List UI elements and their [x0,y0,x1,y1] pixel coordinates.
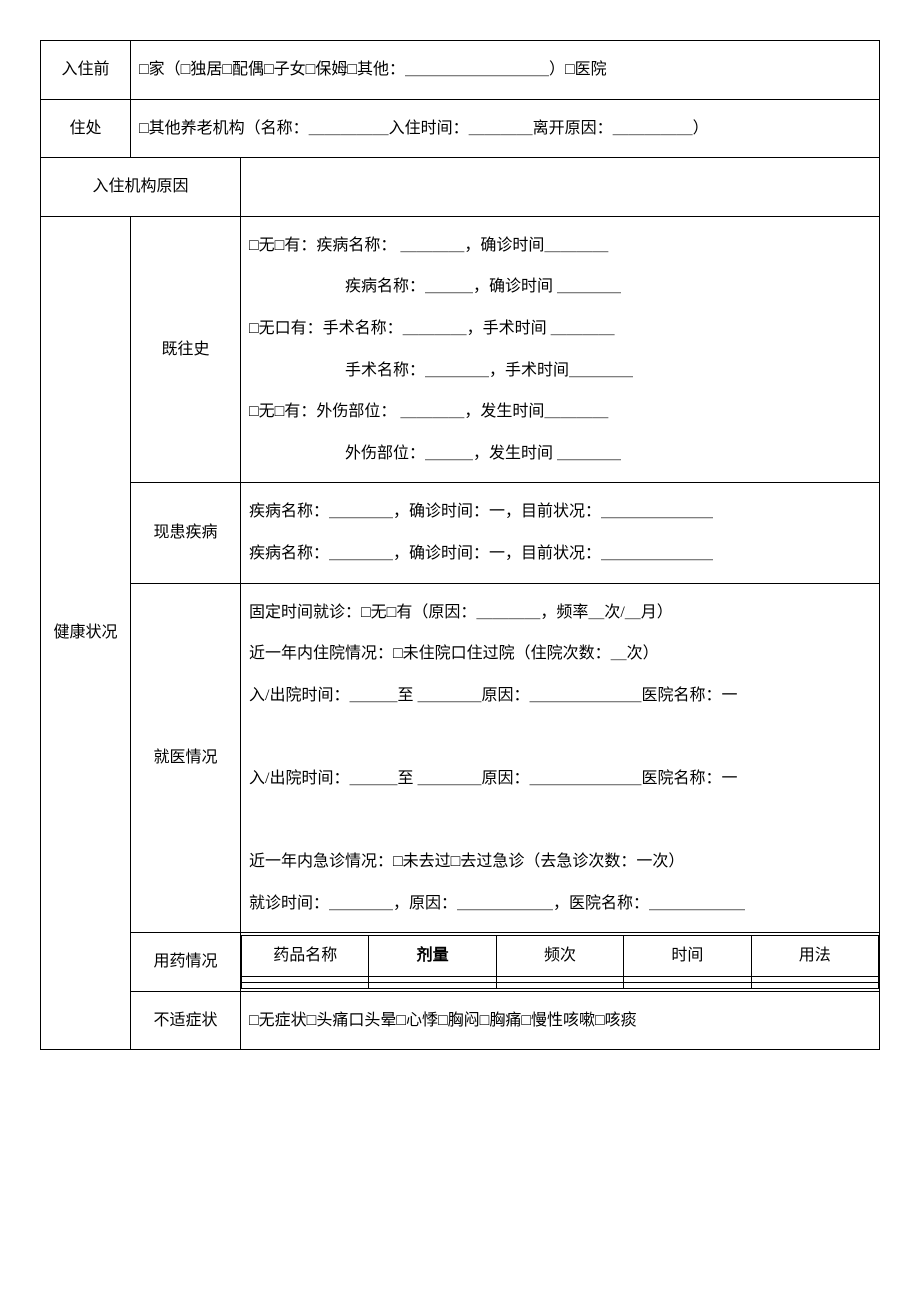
prior-residence-content-2: □其他养老机构（名称：＿＿＿＿＿入住时间：＿＿＿＿离开原因：＿＿＿＿＿） [131,99,880,158]
med-cell [242,983,369,989]
health-main-label: 健康状况 [41,216,131,1050]
med-col-usage: 用法 [751,935,878,977]
medication-label: 用药情况 [131,933,241,992]
medication-table: 药品名称 剂量 频次 时间 用法 [241,935,879,990]
current-illness-content: 疾病名称：＿＿＿＿，确诊时间：一，目前状况：＿＿＿＿＿＿＿ 疾病名称：＿＿＿＿，… [241,483,880,583]
prior-residence-label-1: 入住前 [41,41,131,100]
row-medical-visits: 就医情况 固定时间就诊：□无□有（原因：＿＿＿＿，频率＿次/＿月） 近一年内住院… [41,583,880,933]
med-col-name: 药品名称 [242,935,369,977]
med-cell [624,983,751,989]
med-col-time: 时间 [624,935,751,977]
row-prior-residence-2: 住处 □其他养老机构（名称：＿＿＿＿＿入住时间：＿＿＿＿离开原因：＿＿＿＿＿） [41,99,880,158]
current-illness-label: 现患疾病 [131,483,241,583]
medication-row-2 [242,983,879,989]
symptoms-label: 不适症状 [131,991,241,1050]
med-cell [751,983,878,989]
admission-reason-label: 入住机构原因 [41,158,241,217]
medication-header-row: 药品名称 剂量 频次 时间 用法 [242,935,879,977]
prior-residence-label-2: 住处 [41,99,131,158]
med-col-freq: 频次 [496,935,623,977]
medical-visits-label: 就医情况 [131,583,241,933]
prior-residence-content-1: □家（□独居□配偶□子女□保姆□其他：＿＿＿＿＿＿＿＿＿）□医院 [131,41,880,100]
medical-visits-content: 固定时间就诊：□无□有（原因：＿＿＿＿，频率＿次/＿月） 近一年内住院情况：□未… [241,583,880,933]
symptoms-content: □无症状□头痛口头晕□心悸□胸闷□胸痛□慢性咳嗽□咳痰 [241,991,880,1050]
row-current-illness: 现患疾病 疾病名称：＿＿＿＿，确诊时间：一，目前状况：＿＿＿＿＿＿＿ 疾病名称：… [41,483,880,583]
form-table: 入住前 □家（□独居□配偶□子女□保姆□其他：＿＿＿＿＿＿＿＿＿）□医院 住处 … [40,40,880,1050]
row-medication: 用药情况 药品名称 剂量 频次 时间 用法 [41,933,880,992]
history-label: 既往史 [131,216,241,483]
row-admission-reason: 入住机构原因 [41,158,880,217]
med-cell [369,983,496,989]
med-cell [496,983,623,989]
med-col-dose: 剂量 [369,935,496,977]
admission-reason-content [241,158,880,217]
row-history: 健康状况 既往史 □无□有：疾病名称： ＿＿＿＿，确诊时间＿＿＿＿ 疾病名称：＿… [41,216,880,483]
history-content: □无□有：疾病名称： ＿＿＿＿，确诊时间＿＿＿＿ 疾病名称：＿＿＿，确诊时间 ＿… [241,216,880,483]
row-symptoms: 不适症状 □无症状□头痛口头晕□心悸□胸闷□胸痛□慢性咳嗽□咳痰 [41,991,880,1050]
row-prior-residence-1: 入住前 □家（□独居□配偶□子女□保姆□其他：＿＿＿＿＿＿＿＿＿）□医院 [41,41,880,100]
medication-table-cell: 药品名称 剂量 频次 时间 用法 [241,933,880,992]
